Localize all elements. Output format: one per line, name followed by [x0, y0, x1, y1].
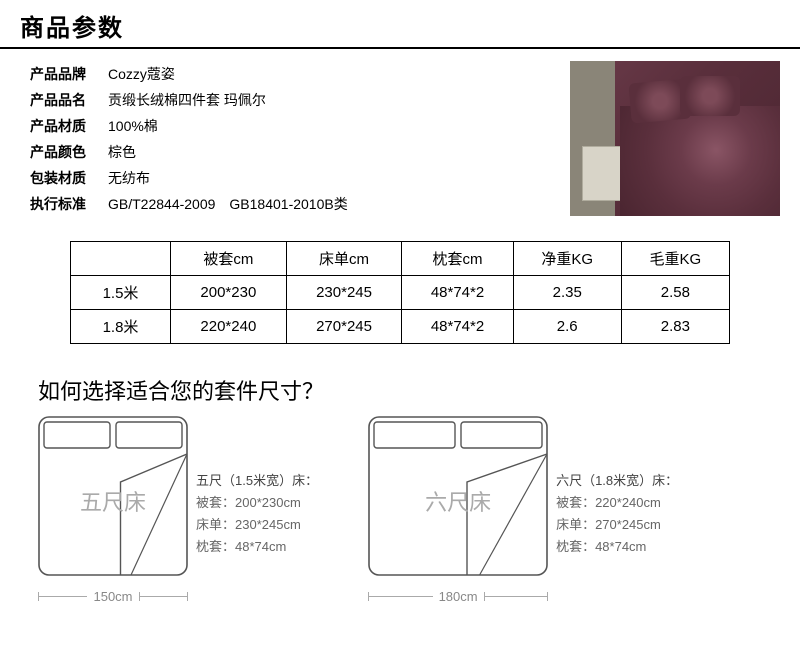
top-section: 产品品牌 Cozzy蔻姿产品品名贡缎长绒棉四件套 玛佩尔产品材质 100%棉产品颜色… [0, 49, 800, 227]
bed-specs: 五尺（1.5米宽）床：被套：200*230cm床单：230*245cm枕套：48… [196, 470, 318, 576]
table-cell: 200*230 [171, 276, 287, 310]
spec-value: Cozzy蔻姿 [108, 61, 175, 87]
bed-block: 六尺床180cm六尺（1.8米宽）床：被套：220*240cm床单：270*24… [368, 416, 678, 576]
table-header [71, 242, 171, 276]
spec-row: 执行标准 GB/T22844-2009 GB18401-2010B类 [30, 191, 550, 217]
beds-row: 五尺床150cm五尺（1.5米宽）床：被套：200*230cm床单：230*24… [0, 416, 800, 596]
table-header: 床单cm [286, 242, 402, 276]
spec-label: 执行标准 [30, 191, 96, 217]
bed-diagram-label: 六尺床 [425, 485, 491, 517]
section-header: 商品参数 [0, 0, 800, 47]
bed-diagram: 五尺床150cm [38, 416, 188, 576]
spec-value: 贡缎长绒棉四件套 玛佩尔 [108, 87, 266, 113]
bed-spec-line: 枕套：48*74cm [556, 536, 678, 558]
bed-width-dimension: 180cm [368, 589, 548, 604]
guide-title: 如何选择适合您的套件尺寸？ [0, 364, 800, 416]
spec-label: 产品颜色 [30, 139, 96, 165]
spec-row: 产品颜色棕色 [30, 139, 550, 165]
spec-value: GB/T22844-2009 GB18401-2010B类 [108, 191, 348, 217]
bed-spec-line: 床单：230*245cm [196, 514, 318, 536]
table-cell: 2.58 [621, 276, 729, 310]
bed-width-text: 180cm [433, 589, 484, 604]
bed-width-text: 150cm [87, 589, 138, 604]
table-header: 净重KG [513, 242, 621, 276]
product-image [570, 61, 780, 216]
table-header: 被套cm [171, 242, 287, 276]
bed-specs: 六尺（1.8米宽）床：被套：220*240cm床单：270*245cm枕套：48… [556, 470, 678, 576]
table-cell: 2.83 [621, 310, 729, 344]
bed-block: 五尺床150cm五尺（1.5米宽）床：被套：200*230cm床单：230*24… [38, 416, 318, 576]
bed-spec-line: 床单：270*245cm [556, 514, 678, 536]
bed-spec-title: 六尺（1.8米宽）床： [556, 470, 678, 492]
spec-value: 100%棉 [108, 113, 158, 139]
bed-width-dimension: 150cm [38, 589, 188, 604]
table-cell: 48*74*2 [402, 310, 513, 344]
spec-row: 产品品名贡缎长绒棉四件套 玛佩尔 [30, 87, 550, 113]
spec-value: 棕色 [108, 139, 136, 165]
table-row: 1.5米200*230230*24548*74*22.352.58 [71, 276, 730, 310]
spec-row: 包装材质无纺布 [30, 165, 550, 191]
table-cell: 2.35 [513, 276, 621, 310]
bed-diagram: 六尺床180cm [368, 416, 548, 576]
spec-label: 产品品牌 [30, 61, 96, 87]
bed-spec-line: 被套：200*230cm [196, 492, 318, 514]
page-title: 商品参数 [20, 8, 780, 43]
spec-row: 产品品牌 Cozzy蔻姿 [30, 61, 550, 87]
bed-spec-line: 被套：220*240cm [556, 492, 678, 514]
size-table: 被套cm床单cm枕套cm净重KG毛重KG1.5米200*230230*24548… [70, 241, 730, 344]
spec-list: 产品品牌 Cozzy蔻姿产品品名贡缎长绒棉四件套 玛佩尔产品材质 100%棉产品颜色… [30, 61, 550, 217]
spec-label: 产品品名 [30, 87, 96, 113]
table-header: 毛重KG [621, 242, 729, 276]
bed-spec-title: 五尺（1.5米宽）床： [196, 470, 318, 492]
table-cell: 48*74*2 [402, 276, 513, 310]
spec-label: 包装材质 [30, 165, 96, 191]
table-cell: 1.8米 [71, 310, 171, 344]
table-cell: 270*245 [286, 310, 402, 344]
spec-value: 无纺布 [108, 165, 150, 191]
table-cell: 1.5米 [71, 276, 171, 310]
spec-label: 产品材质 [30, 113, 96, 139]
bed-spec-line: 枕套：48*74cm [196, 536, 318, 558]
table-row: 1.8米220*240270*24548*74*22.62.83 [71, 310, 730, 344]
table-cell: 230*245 [286, 276, 402, 310]
spec-row: 产品材质 100%棉 [30, 113, 550, 139]
table-cell: 220*240 [171, 310, 287, 344]
bed-diagram-label: 五尺床 [80, 485, 146, 517]
table-cell: 2.6 [513, 310, 621, 344]
table-header: 枕套cm [402, 242, 513, 276]
